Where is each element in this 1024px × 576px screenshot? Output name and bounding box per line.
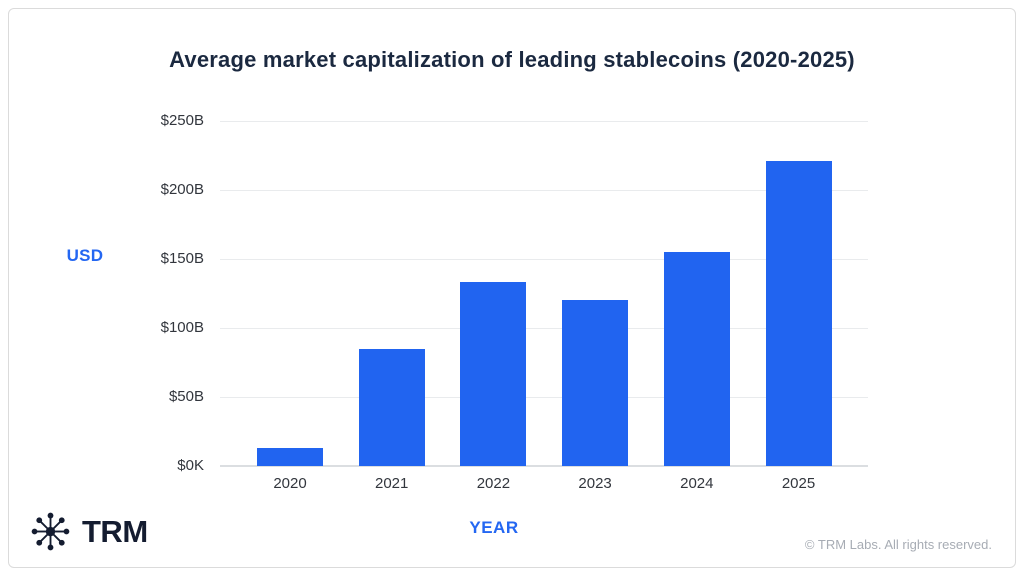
trm-logo: TRM (28, 509, 148, 554)
bar-2020 (257, 448, 323, 466)
x-axis-title: YEAR (469, 518, 519, 537)
bar-2023 (562, 300, 629, 466)
y-tick-label: $50B (168, 388, 204, 405)
y-tick-label: $100B (160, 319, 204, 336)
y-tick-label: $200B (160, 181, 204, 198)
y-axis-title: USD (66, 246, 104, 265)
bar-2025 (765, 161, 832, 466)
y-tick-label: $0K (177, 457, 204, 474)
gridline (220, 397, 868, 398)
x-tick-label: 2025 (781, 475, 816, 492)
chart-title: Average market capitalization of leading… (169, 47, 855, 72)
gridline (220, 190, 868, 191)
bar-2024 (663, 252, 730, 466)
copyright-text: © TRM Labs. All rights reserved. (804, 537, 992, 552)
x-tick-label: 2022 (476, 475, 511, 492)
plot-area (220, 121, 868, 467)
x-tick-label: 2021 (375, 475, 409, 492)
y-tick-label: $150B (160, 250, 204, 267)
gridline (220, 259, 868, 260)
bar-2022 (460, 282, 527, 466)
x-tick-label: 2023 (578, 475, 612, 492)
x-axis-line (220, 465, 868, 467)
y-tick-label: $250B (160, 112, 204, 129)
trm-network-icon (31, 512, 70, 551)
trm-logo-text: TRM (82, 513, 148, 549)
gridline (220, 121, 868, 122)
x-tick-label: 2024 (680, 475, 714, 492)
bar-2021 (358, 348, 425, 466)
gridline (220, 328, 868, 329)
x-tick-label: 2020 (273, 475, 307, 492)
